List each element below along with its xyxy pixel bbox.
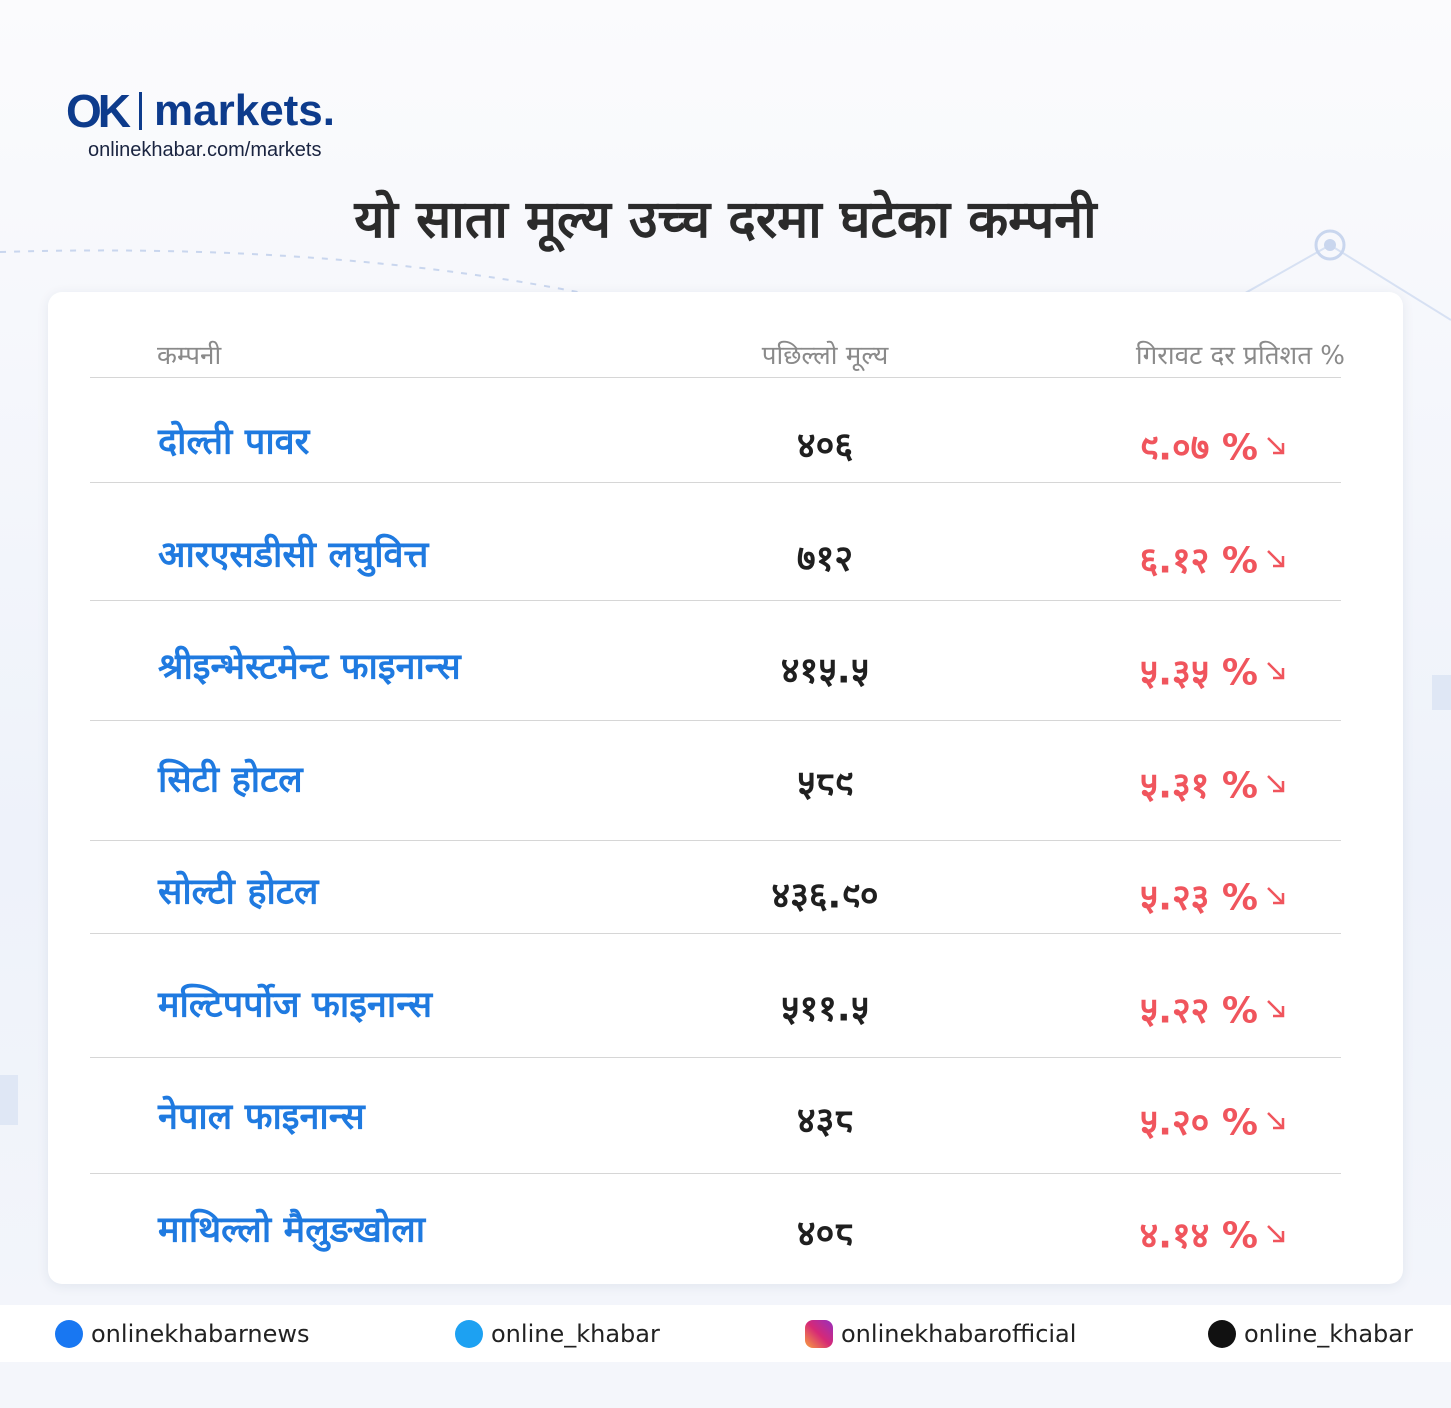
last-price: ४१५.५ [780,650,870,692]
handle: online_khabar [491,1320,660,1348]
down-arrow [1267,887,1285,905]
down-arrow [1267,775,1285,793]
last-price: ५११.५ [780,988,870,1030]
drop-percent: ५.२३ % [1139,877,1258,919]
site-url: onlinekhabar.com/markets [88,139,322,161]
drop-percent: ४.१४ % [1139,1215,1258,1257]
last-price: ७१२ [796,538,854,580]
column-header: पछिल्लो मूल्य [761,341,889,371]
trend-icon [1264,434,1288,462]
trend-icon [1264,1222,1288,1250]
row-divider [90,933,1341,934]
down-arrow [1267,550,1285,568]
row-divider [90,1057,1341,1058]
trend-icon [1264,772,1288,800]
column-header: गिरावट दर प्रतिशत % [1135,341,1345,371]
down-arrow [1267,662,1285,680]
instagram-icon [805,1320,833,1348]
drop-percent: ५.२२ % [1139,990,1258,1032]
logo-divider [139,92,142,130]
last-price: ४०८ [796,1213,854,1255]
company-name: मल्टिपर्पोज फाइनान्स [158,984,433,1026]
row-divider [90,1173,1341,1174]
social-tiktok: online_khabar [1208,1320,1413,1348]
last-price: ४०६ [796,425,854,467]
company-name: माथिल्लो मैलुङखोला [158,1209,426,1251]
social-instagram: onlinekhabarofficial [805,1320,1076,1348]
trend-icon [1264,547,1288,575]
drop-percent: ५.३१ % [1139,765,1258,807]
handle: onlinekhabarofficial [841,1320,1077,1348]
last-price: ४३६.९० [771,875,879,917]
trend-icon [1264,884,1288,912]
social-facebook: onlinekhabarnews [55,1320,310,1348]
down-arrow [1267,1112,1285,1130]
handle: onlinekhabarnews [91,1320,310,1348]
drop-percent: ९.०७ % [1139,427,1258,469]
header-divider [90,377,1341,378]
row-divider [90,720,1341,721]
trend-icon [1264,1109,1288,1137]
trend-icon [1264,659,1288,687]
company-name: सोल्टी होटल [158,871,319,913]
company-name: श्रीइन्भेस्टमेन्ट फाइनान्स [158,646,461,688]
title: यो साता मूल्य उच्च दरमा घटेका कम्पनी [354,190,1097,250]
last-price: ४३८ [796,1100,854,1142]
drop-percent: ६.१२ % [1139,540,1258,582]
table-card [48,292,1403,1284]
row-divider [90,482,1341,483]
tiktok-icon [1208,1320,1236,1348]
logo-mark: OK [66,85,131,137]
handle: online_khabar [1244,1320,1413,1348]
company-name: दोल्ती पावर [158,421,310,463]
logo-brand: markets. [154,86,336,135]
social-twitter: online_khabar [455,1320,660,1348]
row-divider [90,840,1341,841]
drop-percent: ५.२० % [1139,1102,1258,1144]
company-name: आरएसडीसी लघुवित्त [158,534,429,576]
column-header: कम्पनी [157,341,222,371]
company-name: नेपाल फाइनान्स [158,1096,365,1138]
company-name: सिटी होटल [158,759,303,801]
row-divider [90,600,1341,601]
drop-percent: ५.३५ % [1139,652,1258,694]
facebook-icon [55,1320,83,1348]
twitter-icon [455,1320,483,1348]
down-arrow [1267,1225,1285,1243]
last-price: ५८९ [796,763,854,805]
down-arrow [1267,1000,1285,1018]
down-arrow [1267,437,1285,455]
logo: OK markets. [66,84,335,138]
trend-icon [1264,997,1288,1025]
